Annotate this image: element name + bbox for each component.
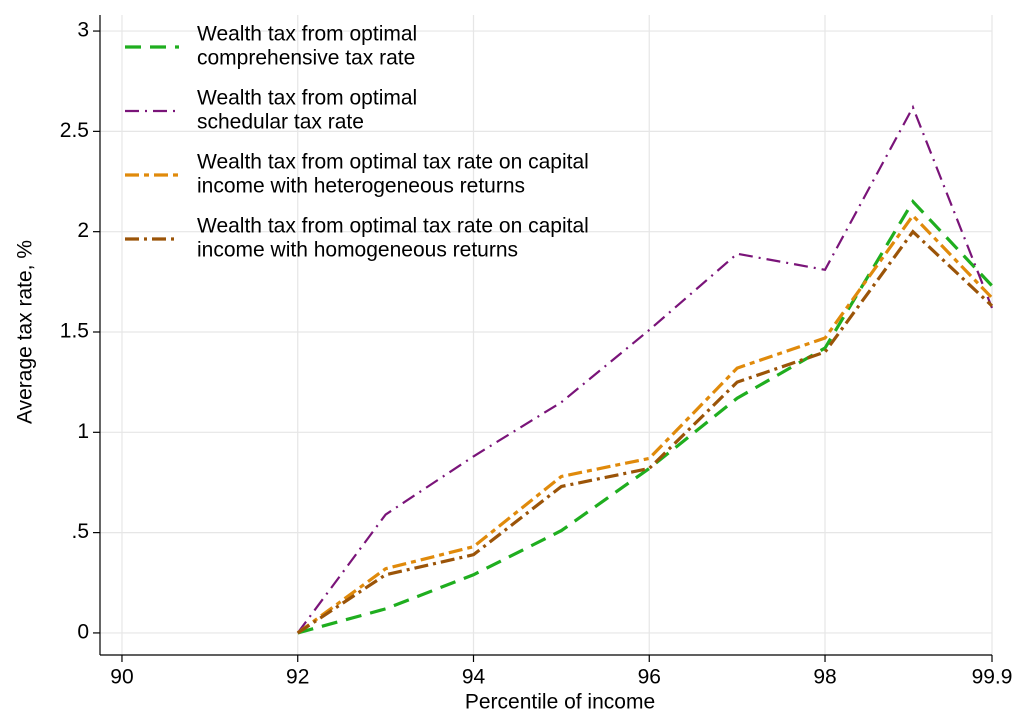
legend-item: Wealth tax from optimal tax rate on capi…	[125, 151, 589, 198]
series-line	[296, 213, 994, 635]
grid	[100, 15, 993, 655]
legend-item: Wealth tax from optimal tax rate on capi…	[125, 215, 589, 262]
y-axis-label: Average tax rate, %	[14, 240, 37, 424]
y-tick-label: 2	[77, 219, 89, 242]
y-tick-label: 0	[77, 620, 89, 643]
x-tick-label: 90	[110, 666, 133, 689]
legend-label: Wealth tax from optimal	[197, 87, 417, 110]
x-tick-label: 96	[638, 666, 661, 689]
x-tick-label: 99.9	[972, 666, 1013, 689]
series-line	[296, 229, 994, 635]
series-line	[296, 104, 994, 634]
y-tick-label: 1.5	[60, 320, 89, 343]
series-line	[297, 198, 994, 635]
y-tick-label: .5	[71, 520, 89, 543]
legend-label: schedular tax rate	[197, 111, 364, 134]
legend-label: Wealth tax from optimal tax rate on capi…	[197, 151, 589, 174]
legend-label: Wealth tax from optimal	[197, 23, 417, 46]
x-tick-label: 92	[286, 666, 309, 689]
legend-label: Wealth tax from optimal tax rate on capi…	[197, 215, 589, 238]
y-tick-label: 2.5	[60, 119, 89, 142]
legend-label: income with heterogeneous returns	[197, 175, 525, 198]
legend-label: comprehensive tax rate	[197, 47, 415, 70]
x-tick-label: 94	[462, 666, 486, 689]
x-tick-label: 98	[813, 666, 836, 689]
x-axis-label: Percentile of income	[465, 691, 655, 714]
legend-label: income with homogeneous returns	[197, 239, 518, 262]
y-tick-label: 1	[77, 420, 89, 443]
y-tick-label: 3	[77, 19, 89, 42]
